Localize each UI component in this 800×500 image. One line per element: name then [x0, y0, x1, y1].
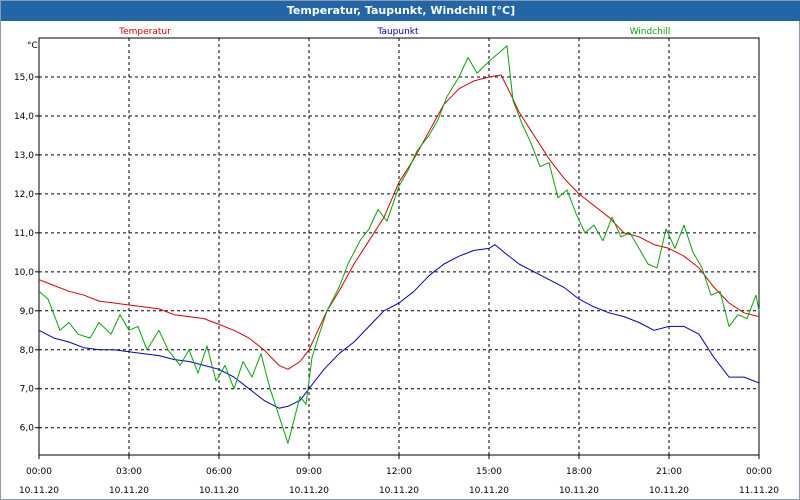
y-tick-label: 8,0 [20, 346, 35, 356]
x-tick-time: 00:00 [26, 467, 52, 477]
chart-canvas: 6,0 7,0 8,0 9,0 10,0 11,0 12,0 13,0 14,0 15,0 °C 00… [14, 27, 779, 496]
y-tick-label: 9,0 [20, 307, 35, 317]
x-tick-date: 11.11.20 [739, 486, 779, 496]
y-tick-label: 14,0 [14, 112, 34, 122]
y-tick-label: 10,0 [14, 268, 34, 278]
chart-title: Temperatur, Taupunkt, Windchill [°C] [1, 1, 800, 21]
x-tick-time: 03:00 [116, 467, 142, 477]
x-tick-date: 10.11.20 [559, 486, 599, 496]
x-tick-date: 10.11.20 [469, 486, 509, 496]
x-tick-time: 15:00 [476, 467, 502, 477]
x-tick-date: 10.11.20 [289, 486, 329, 496]
x-tick-time: 18:00 [566, 467, 592, 477]
y-tick-label: 15,0 [14, 73, 34, 83]
x-tick-time: 00:00 [746, 467, 772, 477]
x-tick-time: 12:00 [386, 467, 412, 477]
series-line-windchill [38, 45, 760, 444]
x-tick-time: 06:00 [206, 467, 232, 477]
x-tick-date: 10.11.20 [199, 486, 239, 496]
x-tick-date: 10.11.20 [109, 486, 149, 496]
series-line-taupunkt [38, 244, 760, 409]
y-tick-label: 13,0 [14, 151, 34, 161]
y-tick-label: 11,0 [14, 229, 34, 239]
legend-temperatur: Temperatur [118, 27, 171, 37]
legend-windchill: Windchill [630, 27, 671, 37]
series-lines [38, 45, 760, 444]
y-axis-label: °C [27, 41, 38, 51]
x-tick-time: 09:00 [296, 467, 322, 477]
x-tick-time: 21:00 [656, 467, 682, 477]
x-tick-date: 10.11.20 [649, 486, 689, 496]
legend: Temperatur Taupunkt Windchill [118, 27, 670, 37]
y-tick-label: 12,0 [14, 190, 34, 200]
legend-taupunkt: Taupunkt [376, 27, 419, 37]
axes: 6,0 7,0 8,0 9,0 10,0 11,0 12,0 13,0 14,0 15,0 °C 00… [14, 37, 779, 496]
series-line-temperatur [38, 74, 760, 370]
grid [39, 38, 759, 455]
y-tick-label: 7,0 [20, 385, 35, 395]
x-tick-date: 10.11.20 [379, 486, 419, 496]
x-tick-date: 10.11.20 [19, 486, 59, 496]
y-tick-label: 6,0 [20, 424, 35, 434]
